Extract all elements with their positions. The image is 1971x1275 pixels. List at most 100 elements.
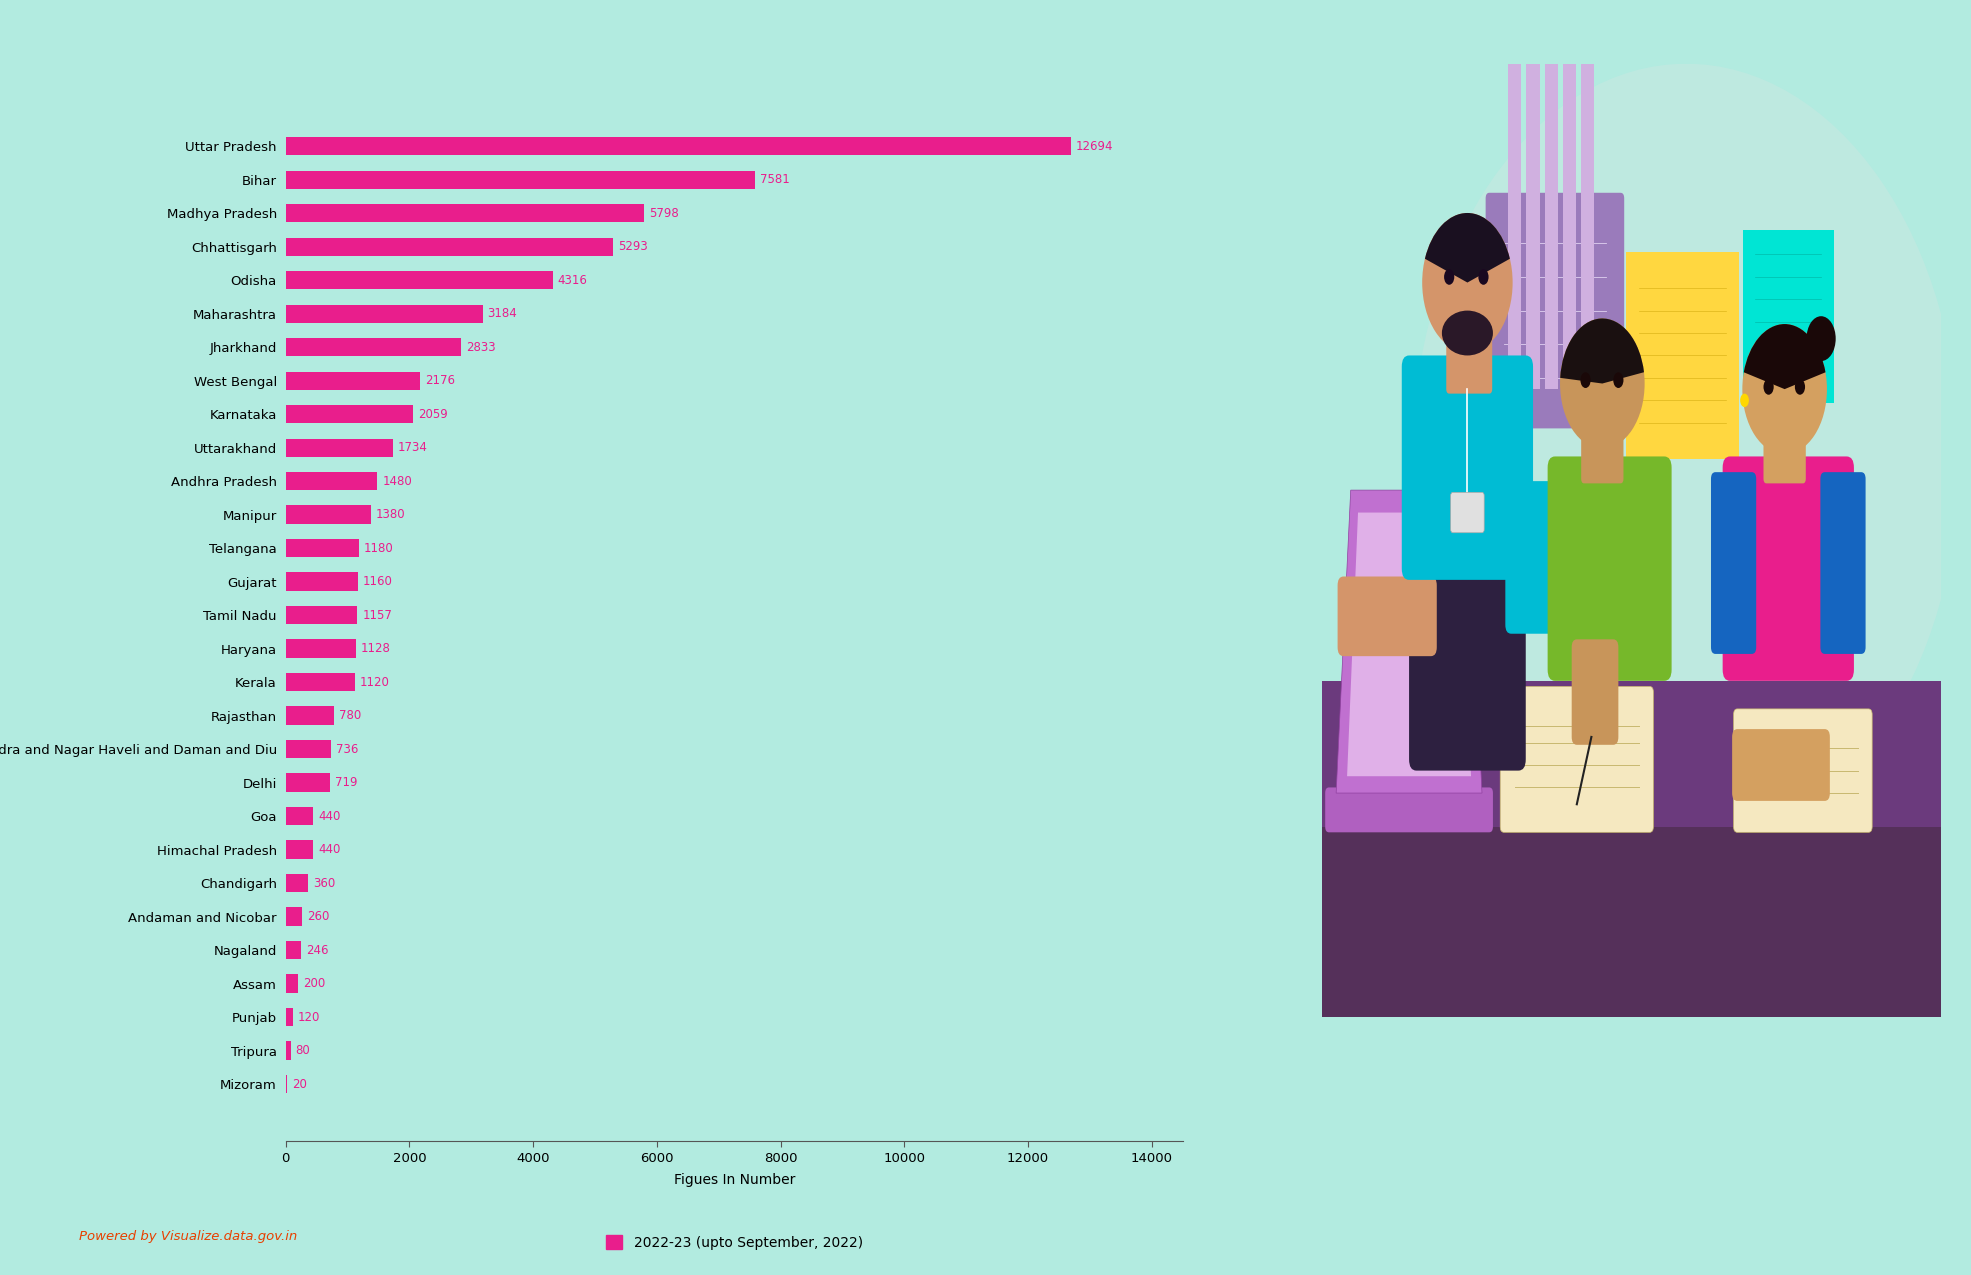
Text: 780: 780 (339, 709, 361, 722)
Circle shape (1478, 269, 1488, 284)
Text: 200: 200 (304, 977, 325, 991)
Circle shape (1612, 372, 1624, 388)
Bar (286, 371, 420, 390)
Bar (286, 338, 461, 357)
Circle shape (1559, 319, 1644, 449)
Wedge shape (1561, 319, 1644, 384)
Bar (286, 204, 645, 222)
FancyBboxPatch shape (1581, 430, 1624, 483)
Text: 260: 260 (307, 910, 329, 923)
Circle shape (1740, 394, 1748, 407)
Text: 5798: 5798 (648, 207, 680, 219)
Bar (286, 706, 333, 725)
Circle shape (1764, 379, 1774, 395)
Bar (286, 640, 355, 658)
Bar (286, 873, 307, 892)
Bar (286, 405, 414, 423)
Bar (286, 673, 355, 691)
Text: 246: 246 (306, 944, 329, 956)
Text: 1180: 1180 (365, 542, 394, 555)
FancyBboxPatch shape (1711, 472, 1756, 654)
Bar (286, 237, 613, 256)
Text: 1480: 1480 (382, 474, 412, 488)
Bar (286, 539, 359, 557)
Text: 1157: 1157 (363, 608, 392, 622)
Bar (286, 1042, 292, 1060)
FancyBboxPatch shape (1447, 329, 1492, 394)
Bar (1526, 0, 1539, 389)
Bar (286, 1009, 294, 1026)
Bar (286, 138, 1070, 156)
Text: 80: 80 (296, 1044, 311, 1057)
Bar (286, 572, 357, 590)
Text: 1380: 1380 (376, 509, 406, 521)
Polygon shape (1346, 513, 1470, 776)
Bar (286, 439, 392, 456)
Text: 2059: 2059 (418, 408, 447, 421)
FancyBboxPatch shape (1409, 524, 1526, 770)
Circle shape (1445, 269, 1455, 284)
FancyBboxPatch shape (1451, 492, 1484, 533)
FancyBboxPatch shape (1723, 456, 1855, 681)
Text: 2176: 2176 (426, 375, 455, 388)
Bar (286, 774, 331, 792)
FancyBboxPatch shape (1325, 788, 1492, 833)
Bar (286, 472, 376, 491)
Text: 736: 736 (337, 742, 359, 756)
Bar (1545, 0, 1557, 389)
Bar (286, 908, 302, 926)
Bar (286, 505, 371, 524)
Text: 5293: 5293 (619, 240, 648, 254)
Text: 120: 120 (298, 1011, 321, 1024)
Ellipse shape (1413, 64, 1959, 849)
Wedge shape (1425, 213, 1510, 283)
FancyBboxPatch shape (1401, 356, 1533, 580)
Text: 1128: 1128 (361, 643, 390, 655)
Text: 2833: 2833 (465, 340, 495, 353)
X-axis label: Figues In Number: Figues In Number (674, 1173, 794, 1187)
FancyBboxPatch shape (1733, 729, 1829, 801)
Circle shape (1742, 324, 1827, 454)
FancyBboxPatch shape (1547, 456, 1671, 681)
FancyBboxPatch shape (1506, 481, 1557, 634)
Text: Powered by Visualize.data.gov.in: Powered by Visualize.data.gov.in (79, 1230, 298, 1243)
Bar (286, 840, 313, 859)
Polygon shape (1321, 681, 1955, 826)
FancyBboxPatch shape (1626, 252, 1738, 459)
FancyBboxPatch shape (1486, 193, 1624, 428)
FancyBboxPatch shape (1571, 639, 1618, 745)
Bar (286, 807, 313, 825)
Text: 3184: 3184 (487, 307, 518, 320)
Bar (286, 974, 298, 993)
Bar (286, 606, 357, 625)
Bar (1581, 0, 1595, 389)
FancyBboxPatch shape (1500, 686, 1654, 833)
Bar (1563, 0, 1577, 389)
Circle shape (1423, 213, 1512, 352)
Text: 1120: 1120 (361, 676, 390, 688)
Text: 4316: 4316 (558, 274, 587, 287)
FancyBboxPatch shape (1821, 472, 1867, 654)
FancyBboxPatch shape (1338, 576, 1437, 657)
Text: 1160: 1160 (363, 575, 392, 588)
Polygon shape (1336, 490, 1482, 793)
Ellipse shape (1443, 311, 1492, 356)
Text: 440: 440 (317, 843, 341, 856)
Circle shape (1807, 316, 1835, 361)
Bar (286, 941, 302, 959)
FancyBboxPatch shape (1764, 423, 1805, 483)
Text: 719: 719 (335, 776, 357, 789)
Circle shape (1581, 372, 1591, 388)
Wedge shape (1744, 324, 1825, 389)
FancyBboxPatch shape (1742, 230, 1833, 403)
Polygon shape (1321, 826, 1955, 1017)
Text: 7581: 7581 (759, 173, 788, 186)
Bar (286, 171, 755, 189)
Bar (286, 305, 483, 323)
Bar (286, 272, 552, 289)
Text: 12694: 12694 (1076, 140, 1114, 153)
Text: 360: 360 (313, 877, 335, 890)
Legend: 2022-23 (upto September, 2022): 2022-23 (upto September, 2022) (601, 1229, 867, 1255)
Circle shape (1796, 379, 1805, 395)
Text: 20: 20 (292, 1077, 307, 1090)
